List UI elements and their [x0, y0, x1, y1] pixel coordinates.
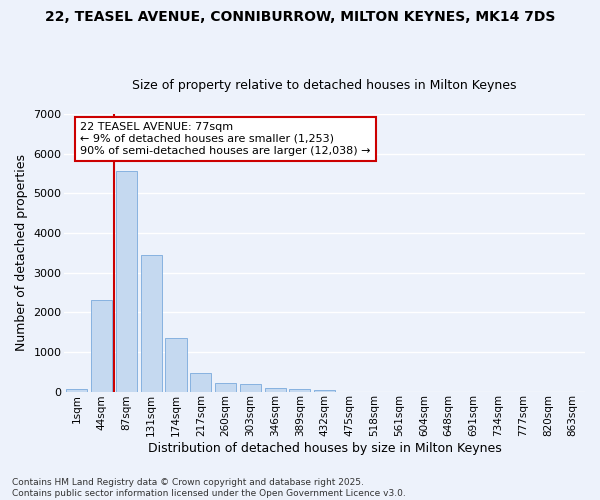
Bar — [116, 170, 137, 392]
Bar — [91, 300, 112, 392]
Y-axis label: Number of detached properties: Number of detached properties — [15, 154, 28, 352]
Bar — [67, 389, 88, 392]
Text: 22 TEASEL AVENUE: 77sqm
← 9% of detached houses are smaller (1,253)
90% of semi-: 22 TEASEL AVENUE: 77sqm ← 9% of detached… — [80, 122, 371, 156]
Text: Contains HM Land Registry data © Crown copyright and database right 2025.
Contai: Contains HM Land Registry data © Crown c… — [12, 478, 406, 498]
Bar — [314, 390, 335, 392]
Bar — [215, 383, 236, 392]
X-axis label: Distribution of detached houses by size in Milton Keynes: Distribution of detached houses by size … — [148, 442, 502, 455]
Bar — [166, 338, 187, 392]
Title: Size of property relative to detached houses in Milton Keynes: Size of property relative to detached ho… — [133, 79, 517, 92]
Bar — [240, 384, 261, 392]
Text: 22, TEASEL AVENUE, CONNIBURROW, MILTON KEYNES, MK14 7DS: 22, TEASEL AVENUE, CONNIBURROW, MILTON K… — [45, 10, 555, 24]
Bar — [190, 374, 211, 392]
Bar — [289, 390, 310, 392]
Bar — [265, 388, 286, 392]
Bar — [140, 255, 162, 392]
